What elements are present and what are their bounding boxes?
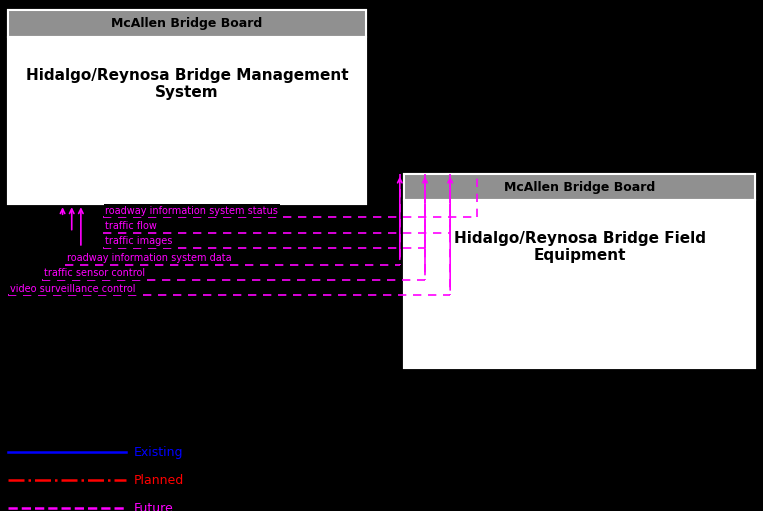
Text: Hidalgo/Reynosa Bridge Management
System: Hidalgo/Reynosa Bridge Management System — [26, 67, 348, 100]
Bar — [8, 10, 366, 37]
Text: traffic images: traffic images — [105, 236, 172, 246]
Text: McAllen Bridge Board: McAllen Bridge Board — [111, 17, 262, 30]
Bar — [404, 174, 755, 200]
Bar — [404, 174, 755, 368]
Text: Future: Future — [134, 502, 173, 511]
Bar — [8, 37, 366, 204]
Text: Existing: Existing — [134, 446, 183, 459]
Text: video surveillance control: video surveillance control — [10, 284, 135, 294]
Bar — [8, 10, 366, 204]
Text: roadway information system data: roadway information system data — [67, 253, 232, 263]
Text: Planned: Planned — [134, 474, 184, 487]
Text: McAllen Bridge Board: McAllen Bridge Board — [504, 180, 655, 194]
Text: roadway information system status: roadway information system status — [105, 205, 278, 216]
Text: Hidalgo/Reynosa Bridge Field
Equipment: Hidalgo/Reynosa Bridge Field Equipment — [454, 231, 706, 264]
Text: traffic flow: traffic flow — [105, 221, 157, 231]
Bar — [404, 200, 755, 368]
Text: traffic sensor control: traffic sensor control — [44, 268, 146, 278]
